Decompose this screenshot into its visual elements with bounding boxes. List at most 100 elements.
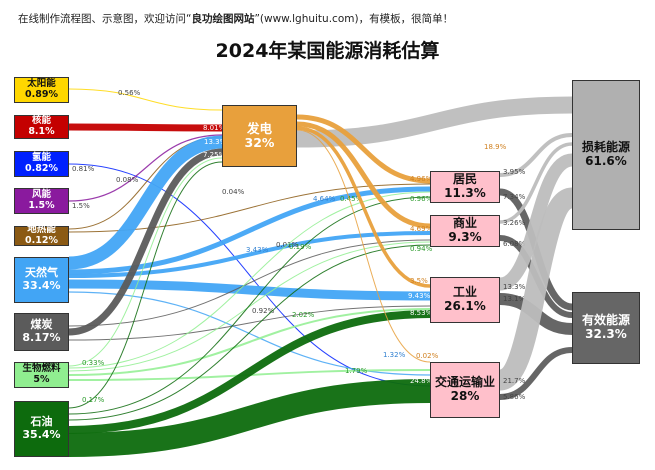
flow-band[interactable] [68, 88, 223, 111]
flow-band[interactable] [68, 134, 223, 202]
flow-band[interactable] [496, 187, 576, 391]
node-wind-value: 1.5% [28, 200, 55, 211]
node-hydrogen[interactable]: 氢能 0.82% [14, 151, 69, 177]
node-useful-energy[interactable]: 有效能源 32.3% [572, 292, 640, 364]
flow-value-label: 0.45% [340, 195, 363, 203]
node-power-value: 32% [244, 135, 275, 150]
flow-band[interactable] [68, 310, 431, 434]
flow-band[interactable] [68, 291, 431, 376]
node-energy-loss[interactable]: 损耗能源 61.6% [572, 80, 640, 230]
flow-band[interactable] [68, 379, 431, 457]
node-biofuel[interactable]: 生物燃料 5% [14, 362, 69, 388]
flow-value-label: 3.5% [410, 277, 428, 285]
flow-band[interactable] [68, 305, 431, 341]
node-solar-value: 0.89% [25, 89, 58, 100]
flow-value-label: 0.04% [222, 188, 245, 196]
node-loss-value: 61.6% [585, 154, 627, 168]
node-geothermal-name: 地热能 [27, 224, 56, 236]
node-solar-name: 太阳能 [27, 78, 56, 90]
node-useful-value: 32.3% [585, 327, 627, 341]
flow-value-label: 0.19% [289, 243, 312, 251]
flow-band[interactable] [296, 121, 431, 229]
flow-value-label: 0.56% [118, 89, 141, 97]
node-oil-value: 35.4% [22, 428, 61, 441]
flow-band[interactable] [296, 114, 431, 184]
flow-band[interactable] [498, 153, 574, 291]
flow-value-label: 1.79% [345, 367, 368, 375]
node-commercial-value: 9.3% [448, 230, 482, 244]
node-useful-name: 有效能源 [581, 313, 630, 328]
node-biofuel-value: 5% [33, 374, 50, 385]
flow-band[interactable] [296, 126, 431, 288]
flow-band[interactable] [68, 279, 431, 301]
node-nuclear-name: 核能 [31, 115, 51, 127]
flow-band[interactable] [68, 148, 223, 336]
flow-value-label: 7.34% [503, 193, 526, 201]
node-power-generation[interactable]: 发电 32% [222, 105, 297, 167]
header-note: 在线制作流程图、示意图，欢迎访问“良功绘图网站”(www.lghuitu.com… [18, 11, 453, 26]
flow-value-label: 0.92% [252, 307, 275, 315]
flow-value-label: 1.32% [383, 351, 406, 359]
flow-value-label: 0.81% [72, 165, 95, 173]
node-geothermal[interactable]: 地热能 0.12% [14, 224, 69, 246]
flow-band[interactable] [499, 142, 573, 224]
node-transportation-name: 交通运输业 [434, 375, 495, 390]
header-note-brand[interactable]: 良功绘图网站 [191, 13, 255, 25]
flow-value-label: 21.7% [503, 377, 526, 385]
flow-value-label: 3.43% [246, 246, 269, 254]
flow-value-label: 2.02% [292, 311, 315, 319]
flow-value-label: 0.33% [82, 359, 105, 367]
flow-band[interactable] [68, 123, 223, 132]
node-hydrogen-value: 0.82% [25, 163, 58, 174]
flow-band[interactable] [68, 241, 431, 372]
flow-band[interactable] [296, 96, 573, 148]
flow-band[interactable] [296, 129, 431, 363]
diagram-title: 2024年某国能源消耗估算 [215, 40, 440, 62]
flow-value-label: 9.43% [408, 292, 431, 300]
header-note-prefix: 在线制作流程图、示意图，欢迎访问“ [18, 13, 192, 25]
flow-value-label: 13.3% [503, 283, 526, 291]
flow-band[interactable] [68, 157, 223, 367]
node-residential[interactable]: 居民 11.3% [430, 171, 500, 203]
node-residential-name: 居民 [452, 172, 477, 187]
node-wind-name: 风能 [31, 189, 51, 201]
node-industrial[interactable]: 工业 26.1% [430, 277, 500, 323]
node-power-name: 发电 [246, 120, 272, 136]
flow-value-label: 4.64% [313, 195, 336, 203]
node-oil[interactable]: 石油 35.4% [14, 401, 69, 457]
node-solar[interactable]: 太阳能 0.89% [14, 77, 69, 103]
flow-band[interactable] [68, 161, 223, 409]
node-coal-value: 8.17% [22, 331, 61, 344]
node-commercial-name: 商业 [452, 216, 477, 231]
flow-value-label: 5.86% [503, 393, 526, 401]
flow-band[interactable] [68, 244, 431, 421]
node-industrial-name: 工业 [452, 285, 477, 300]
flow-value-label: 24.8% [410, 377, 433, 385]
flow-value-label: 8.01% [203, 124, 226, 132]
node-wind[interactable]: 风能 1.5% [14, 188, 69, 214]
flow-value-label: 4.96% [410, 175, 433, 183]
flow-band[interactable] [68, 135, 223, 270]
flow-band[interactable] [68, 308, 431, 376]
node-coal[interactable]: 煤炭 8.17% [14, 313, 69, 351]
node-coal-name: 煤炭 [30, 318, 53, 332]
flow-value-label: 7.25% [203, 151, 226, 159]
node-residential-value: 11.3% [444, 186, 486, 200]
node-industrial-value: 26.1% [444, 299, 486, 313]
node-natural-gas[interactable]: 天然气 33.4% [14, 257, 69, 303]
flow-value-label: 0.96% [410, 195, 433, 203]
node-nuclear-value: 8.1% [28, 126, 55, 137]
node-commercial[interactable]: 商业 9.3% [430, 215, 500, 247]
flow-band[interactable] [68, 191, 431, 369]
flow-band[interactable] [499, 133, 573, 177]
flow-band[interactable] [499, 347, 573, 400]
node-transportation-value: 28% [450, 389, 480, 403]
node-geothermal-value: 0.12% [25, 235, 58, 246]
flow-value-label: 13.3% [204, 138, 227, 146]
node-natural-gas-value: 33.4% [22, 279, 61, 292]
flow-value-label: 3.26% [503, 219, 526, 227]
flow-value-label: 0.94% [410, 245, 433, 253]
node-nuclear[interactable]: 核能 8.1% [14, 115, 69, 139]
node-transportation[interactable]: 交通运输业 28% [430, 362, 500, 418]
